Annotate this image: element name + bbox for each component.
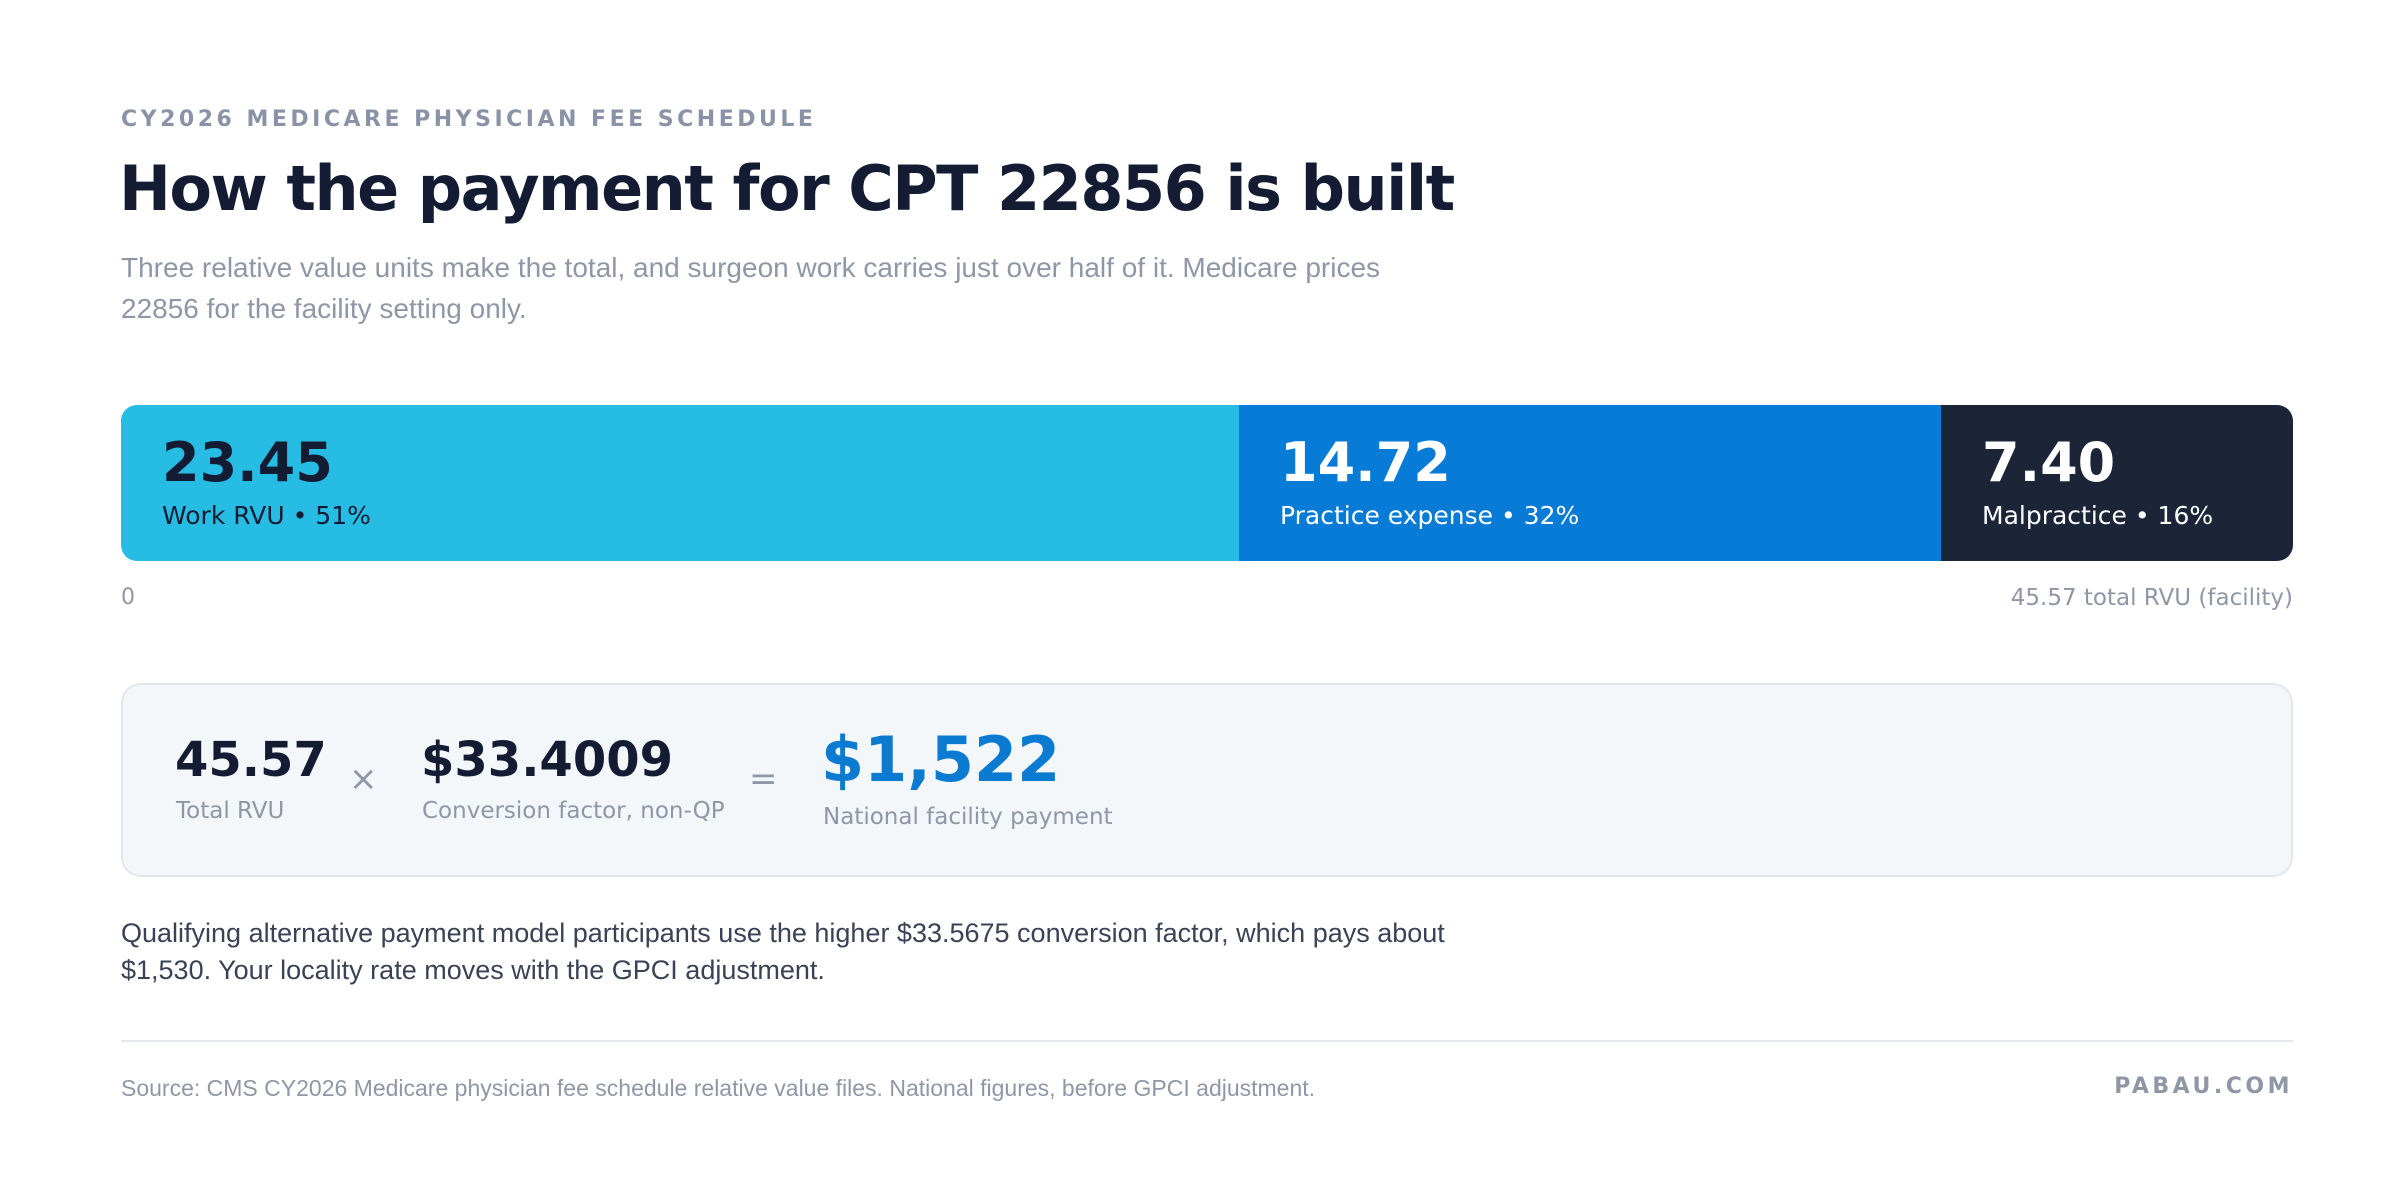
page-title: How the payment for CPT 22856 is built: [119, 152, 1455, 225]
segment-value-work: 23.45: [162, 431, 333, 494]
multiply-icon: ×: [349, 759, 378, 799]
source-note: Source: CMS CY2026 Medicare physician fe…: [121, 1075, 1316, 1101]
conversion-factor-value: $33.4009: [421, 732, 674, 788]
segment-label-practice-expense: Practice expense • 32%: [1280, 501, 1580, 530]
brand-logo-text: PABAU.COM: [2114, 1074, 2293, 1099]
conversion-factor-caption: Conversion factor, non-QP: [422, 798, 725, 824]
segment-label-work: Work RVU • 51%: [162, 501, 371, 530]
rvu-stacked-bar: 23.45 Work RVU • 51% 14.72 Practice expense…: [121, 405, 2293, 561]
bar-segment-practice-expense: 14.72 Practice expense • 32%: [1239, 405, 1941, 561]
bar-segment-work: 23.45 Work RVU • 51%: [121, 405, 1239, 561]
total-rvu-caption: Total RVU: [176, 798, 285, 824]
total-rvu-value: 45.57: [175, 732, 327, 788]
equals-icon: =: [749, 759, 778, 799]
national-payment-caption: National facility payment: [823, 804, 1113, 830]
footer-divider: [121, 1040, 2293, 1042]
eyebrow-label: CY2026 MEDICARE PHYSICIAN FEE SCHEDULE: [121, 107, 817, 132]
axis-total-label: 45.57 total RVU (facility): [2010, 585, 2293, 611]
national-payment-value: $1,522: [821, 723, 1061, 796]
segment-value-practice-expense: 14.72: [1280, 431, 1451, 494]
bar-segment-malpractice: 7.40 Malpractice • 16%: [1941, 405, 2293, 561]
qp-note: Qualifying alternative payment model par…: [121, 918, 1445, 985]
segment-label-malpractice: Malpractice • 16%: [1982, 501, 2214, 530]
page-subtitle: Three relative value units make the tota…: [121, 252, 1381, 324]
axis-min-label: 0: [121, 585, 135, 610]
payment-calculation-card: 45.57 Total RVU × $33.4009 Conversion fa…: [121, 683, 2293, 877]
segment-value-malpractice: 7.40: [1982, 431, 2116, 494]
